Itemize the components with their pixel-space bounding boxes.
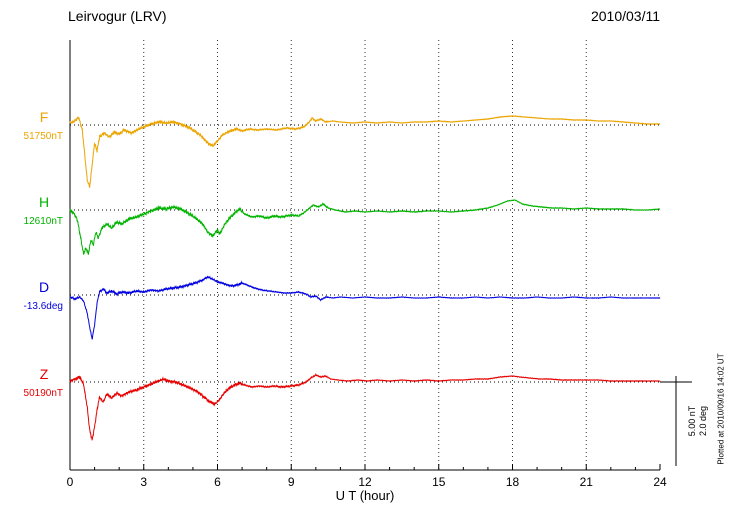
x-tick-label-3: 3 bbox=[140, 475, 147, 489]
series-letter-Z: Z bbox=[40, 366, 49, 382]
x-tick-label-24: 24 bbox=[653, 475, 667, 489]
series-baseline-value-Z: 50190nT bbox=[24, 388, 63, 399]
plotted-at-note: Plotted at 2010/09/16 14:02 UT bbox=[716, 353, 726, 465]
trace-Z bbox=[69, 372, 661, 441]
date-label: 2010/03/11 bbox=[590, 8, 660, 24]
scale-bar-nt-label: 5.00 nT bbox=[687, 405, 697, 437]
x-tick-label-12: 12 bbox=[358, 475, 372, 489]
scale-bar-deg-label: 2.0 deg bbox=[698, 405, 708, 437]
series-baseline-value-F: 51750nT bbox=[24, 131, 63, 142]
x-tick-label-21: 21 bbox=[580, 475, 594, 489]
trace-F bbox=[69, 115, 661, 188]
x-tick-label-9: 9 bbox=[288, 475, 295, 489]
x-tick-label-18: 18 bbox=[506, 475, 520, 489]
series-letter-H: H bbox=[39, 194, 49, 210]
series-letter-D: D bbox=[39, 279, 49, 295]
trace-D bbox=[69, 275, 661, 340]
x-axis-label: U T (hour) bbox=[335, 488, 395, 503]
station-title: Leirvogur (LRV) bbox=[68, 8, 167, 24]
x-tick-label-0: 0 bbox=[67, 475, 74, 489]
x-tick-label-6: 6 bbox=[214, 475, 221, 489]
trace-H bbox=[69, 199, 660, 255]
series-baseline-value-H: 12610nT bbox=[24, 216, 63, 227]
series-letter-F: F bbox=[40, 109, 49, 125]
series-baseline-value-D: -13.6deg bbox=[24, 301, 63, 312]
x-tick-label-15: 15 bbox=[432, 475, 446, 489]
